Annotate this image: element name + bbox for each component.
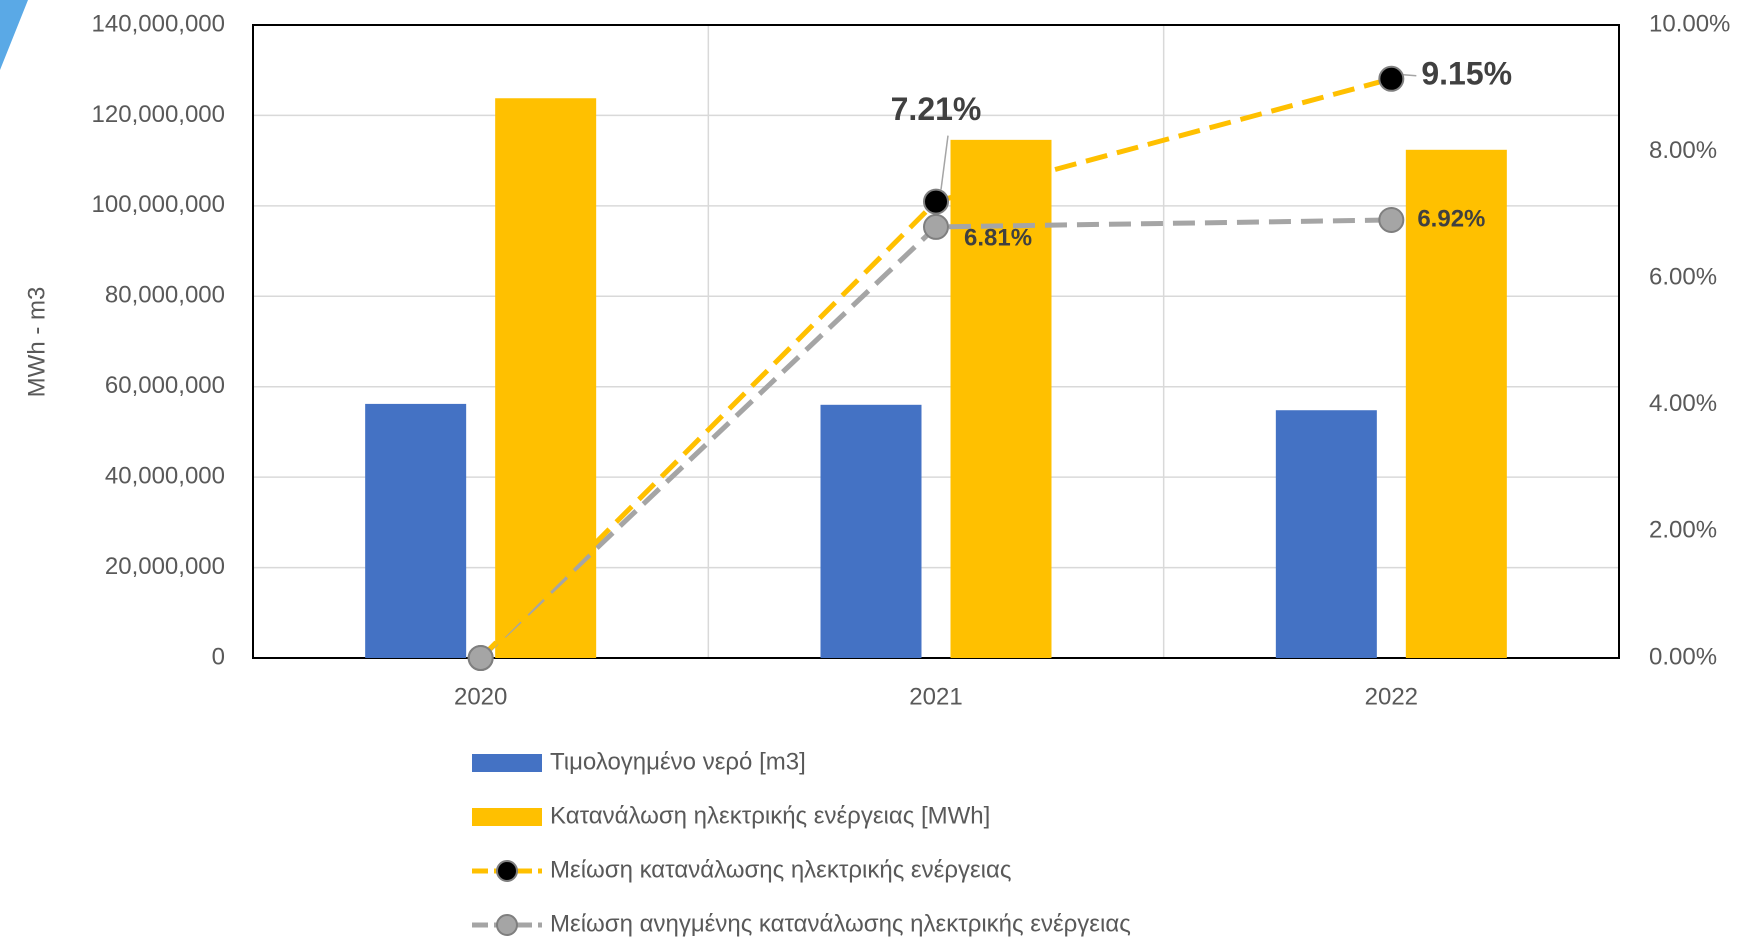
x-tick-label: 2022 (1365, 683, 1418, 710)
y-axis-title: MWh - m3 (23, 287, 50, 398)
y2-tick-label: 10.00% (1649, 10, 1730, 37)
marker (923, 188, 949, 215)
legend-label: Μείωση ανηγμένης κατανάλωσης ηλεκτρικής … (550, 910, 1131, 937)
y-tick-label: 0 (212, 643, 225, 670)
bar (365, 403, 467, 658)
y-tick-label: 120,000,000 (92, 101, 225, 128)
y2-tick-label: 0.00% (1649, 643, 1717, 670)
legend-marker (496, 860, 518, 882)
data-label: 6.92% (1417, 205, 1485, 232)
y2-tick-label: 4.00% (1649, 390, 1717, 417)
bar (1405, 149, 1507, 658)
x-tick-label: 2021 (909, 683, 962, 710)
bar (820, 404, 922, 658)
decoration (0, 0, 28, 70)
bar (950, 139, 1052, 658)
legend-marker (496, 914, 518, 936)
line (478, 76, 1392, 660)
legend-label: Τιμολογημένο νερό [m3] (550, 748, 806, 775)
y-tick-label: 40,000,000 (105, 462, 225, 489)
bar (1275, 410, 1377, 658)
data-label: 6.81% (964, 224, 1032, 251)
legend-swatch (472, 808, 542, 826)
leader-line (940, 135, 949, 190)
y-tick-label: 80,000,000 (105, 282, 225, 309)
legend-swatch (472, 754, 542, 772)
data-label: 7.21% (891, 91, 982, 127)
y2-tick-label: 6.00% (1649, 264, 1717, 291)
legend-label: Κατανάλωση ηλεκτρικής ενέργειας [MWh] (550, 802, 990, 829)
y-tick-label: 20,000,000 (105, 553, 225, 580)
marker (1378, 206, 1405, 233)
y2-tick-label: 8.00% (1649, 137, 1717, 164)
plot-border (252, 24, 1620, 659)
y-tick-label: 60,000,000 (105, 372, 225, 399)
marker (1378, 65, 1405, 92)
legend-label: Μείωση κατανάλωσης ηλεκτρικής ενέργειας (550, 856, 1011, 883)
y2-tick-label: 2.00% (1649, 517, 1717, 544)
y-tick-label: 140,000,000 (92, 10, 225, 37)
leader-line (1403, 74, 1417, 77)
data-label: 9.15% (1421, 55, 1512, 91)
marker (467, 645, 494, 671)
marker (923, 213, 949, 240)
y-tick-label: 100,000,000 (92, 191, 225, 218)
bar (495, 98, 597, 659)
x-tick-label: 2020 (454, 683, 507, 710)
line (478, 217, 1392, 660)
